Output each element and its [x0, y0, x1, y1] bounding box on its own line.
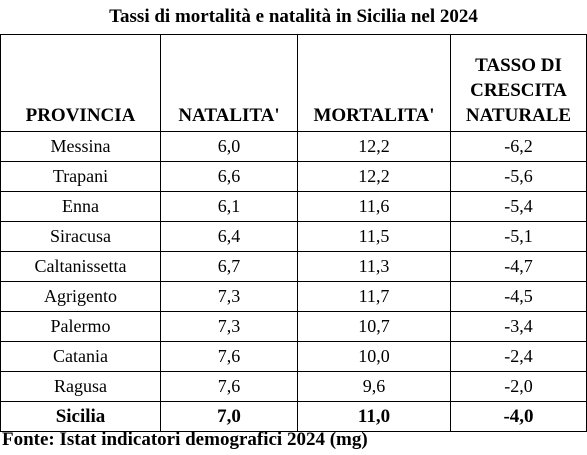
table-row: Messina 6,0 12,2 -6,2: [0, 131, 587, 162]
cell-natalita: 6,0: [160, 131, 298, 162]
cell-crescita: -5,6: [450, 161, 587, 192]
cell-provincia: Trapani: [0, 161, 161, 192]
cell-crescita: -5,4: [450, 191, 587, 222]
cell-mortalita: 10,7: [297, 311, 451, 342]
header-crescita-line3: NATURALE: [465, 105, 572, 126]
cell-natalita: 6,1: [160, 191, 298, 222]
header-crescita-line1: TASSO DI: [475, 55, 562, 76]
cell-mortalita: 11,7: [297, 281, 451, 312]
cell-provincia: Agrigento: [0, 281, 161, 312]
table-title: Tassi di mortalità e natalità in Sicilia…: [109, 6, 478, 27]
cell-natalita: 7,6: [160, 341, 298, 372]
cell-crescita: -5,1: [450, 221, 587, 252]
data-table: PROVINCIA NATALITA' MORTALITA' TASSO DI …: [0, 34, 587, 432]
table-row: Caltanissetta 6,7 11,3 -4,7: [0, 251, 587, 282]
cell-provincia: Caltanissetta: [0, 251, 161, 282]
cell-natalita: 6,6: [160, 161, 298, 192]
cell-mortalita: 10,0: [297, 341, 451, 372]
cell-provincia: Palermo: [0, 311, 161, 342]
cell-natalita-total: 7,0: [160, 401, 298, 432]
cell-provincia: Catania: [0, 341, 161, 372]
table-row: Ragusa 7,6 9,6 -2,0: [0, 371, 587, 402]
cell-natalita: 6,7: [160, 251, 298, 282]
table-row: Catania 7,6 10,0 -2,4: [0, 341, 587, 372]
table-row: Palermo 7,3 10,7 -3,4: [0, 311, 587, 342]
cell-mortalita: 9,6: [297, 371, 451, 402]
cell-provincia-total: Sicilia: [0, 401, 161, 432]
header-mortalita: MORTALITA': [297, 34, 451, 132]
cell-mortalita: 11,3: [297, 251, 451, 282]
cell-natalita: 7,6: [160, 371, 298, 402]
cell-crescita: -2,0: [450, 371, 587, 402]
cell-crescita: -2,4: [450, 341, 587, 372]
source-note: Fonte: Istat indicatori demografici 2024…: [2, 429, 368, 450]
cell-provincia: Messina: [0, 131, 161, 162]
header-natalita: NATALITA': [160, 34, 298, 132]
header-crescita-line2: CRESCITA: [470, 80, 567, 101]
cell-natalita: 7,3: [160, 311, 298, 342]
cell-mortalita: 11,5: [297, 221, 451, 252]
cell-provincia: Enna: [0, 191, 161, 222]
cell-provincia: Siracusa: [0, 221, 161, 252]
table-row: Trapani 6,6 12,2 -5,6: [0, 161, 587, 192]
header-crescita-naturale: TASSO DI CRESCITA NATURALE: [450, 34, 587, 132]
table-row: Agrigento 7,3 11,7 -4,5: [0, 281, 587, 312]
table-row: Enna 6,1 11,6 -5,4: [0, 191, 587, 222]
cell-mortalita: 12,2: [297, 131, 451, 162]
cell-mortalita: 12,2: [297, 161, 451, 192]
cell-natalita: 6,4: [160, 221, 298, 252]
cell-natalita: 7,3: [160, 281, 298, 312]
header-row: PROVINCIA NATALITA' MORTALITA' TASSO DI …: [0, 34, 587, 132]
cell-crescita: -4,7: [450, 251, 587, 282]
cell-mortalita: 11,6: [297, 191, 451, 222]
cell-crescita: -6,2: [450, 131, 587, 162]
cell-crescita-total: -4,0: [450, 401, 587, 432]
cell-crescita: -4,5: [450, 281, 587, 312]
total-row: Sicilia 7,0 11,0 -4,0: [0, 401, 587, 432]
header-provincia: PROVINCIA: [0, 34, 161, 132]
cell-provincia: Ragusa: [0, 371, 161, 402]
table-row: Siracusa 6,4 11,5 -5,1: [0, 221, 587, 252]
cell-crescita: -3,4: [450, 311, 587, 342]
